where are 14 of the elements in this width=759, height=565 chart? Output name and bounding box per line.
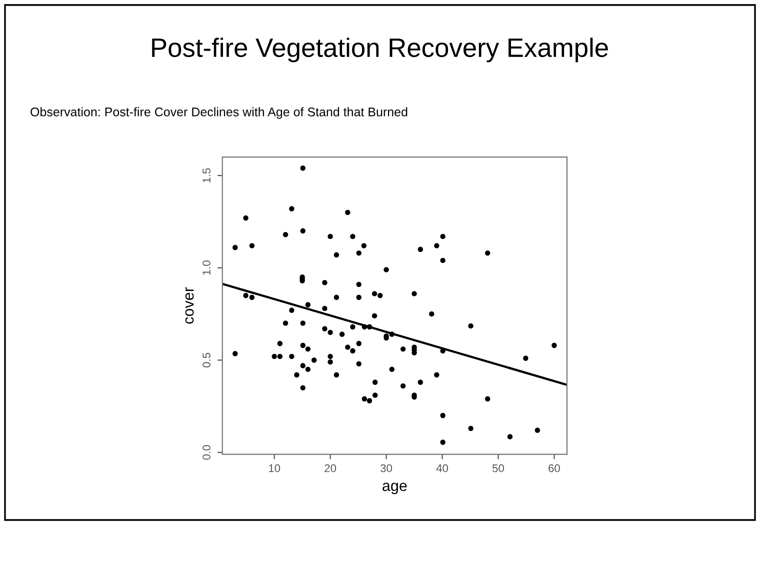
x-tick-label: 60	[548, 464, 560, 472]
x-tick-label: 30	[380, 464, 392, 472]
x-tick-label: 40	[436, 464, 448, 472]
y-tick-label: 0.0	[202, 445, 210, 460]
y-axis-title: cover	[185, 287, 194, 324]
y-tick-label: 1.0	[202, 260, 210, 275]
chart-title: Post-fire Vegetation Recovery Example	[152, 38, 608, 62]
y-tick-label: 0.5	[202, 352, 210, 368]
chart-subtitle: Observation: Post-fire Cover Declines with Age of Stand that Burned	[30, 107, 408, 119]
x-tick-label: 20	[324, 464, 336, 472]
y-tick-label: 1.5	[202, 168, 210, 182]
x-tick-label: 50	[492, 464, 504, 472]
x-axis-title: age	[382, 482, 407, 494]
x-tick-label: 10	[269, 464, 280, 472]
